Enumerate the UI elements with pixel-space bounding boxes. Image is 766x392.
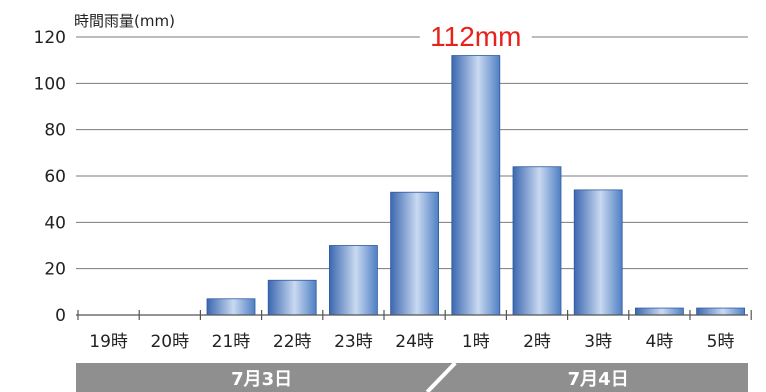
- y-tick-label-120: 120: [34, 28, 66, 48]
- date-band-label-1: 7月3日: [231, 369, 292, 390]
- bars-layer: [206, 55, 745, 316]
- date-band-divider: [425, 361, 457, 392]
- bar-4時: [635, 307, 684, 316]
- x-tick-label-3時: 3時: [584, 332, 612, 352]
- bar-1時: [451, 55, 501, 316]
- bar-22時: [267, 279, 317, 316]
- x-tick-label-2時: 2時: [523, 332, 551, 352]
- x-tick-label-19時: 19時: [89, 332, 128, 352]
- y-tick-label-40: 40: [44, 213, 66, 233]
- x-tick-label-20時: 20時: [150, 332, 189, 352]
- bar-2時: [512, 166, 562, 316]
- bar-24時: [390, 191, 440, 316]
- y-tick-label-0: 0: [55, 306, 66, 326]
- grid-layer: 0 20 40 60 80 100 120 112mm: [34, 21, 748, 326]
- bar-3時: [573, 189, 623, 316]
- y-tick-label-60: 60: [44, 167, 66, 187]
- bar-21時: [206, 298, 256, 316]
- x-tick-label-22時: 22時: [273, 332, 312, 352]
- peak-annotation: 112mm: [430, 21, 521, 52]
- bar-5時: [696, 307, 745, 316]
- x-tick-label-1時: 1時: [462, 332, 490, 352]
- y-tick-label-100: 100: [34, 74, 66, 94]
- x-tick-label-21時: 21時: [212, 332, 251, 352]
- y-axis-title: 時間雨量(mm): [74, 12, 175, 30]
- x-tick-label-23時: 23時: [334, 332, 373, 352]
- date-band: 7月3日 7月4日: [76, 361, 748, 392]
- date-band-label-2: 7月4日: [568, 369, 629, 390]
- x-tick-label-5時: 5時: [707, 332, 735, 352]
- x-tick-label-24時: 24時: [395, 332, 434, 352]
- y-tick-label-80: 80: [44, 121, 66, 141]
- date-band-background: [76, 363, 748, 392]
- bar-23時: [328, 245, 378, 316]
- x-axis: 19時 20時 21時 22時 23時 24時 1時 2時 3時 4時 5時: [76, 310, 752, 352]
- y-tick-label-20: 20: [44, 260, 66, 280]
- x-tick-label-4時: 4時: [645, 332, 673, 352]
